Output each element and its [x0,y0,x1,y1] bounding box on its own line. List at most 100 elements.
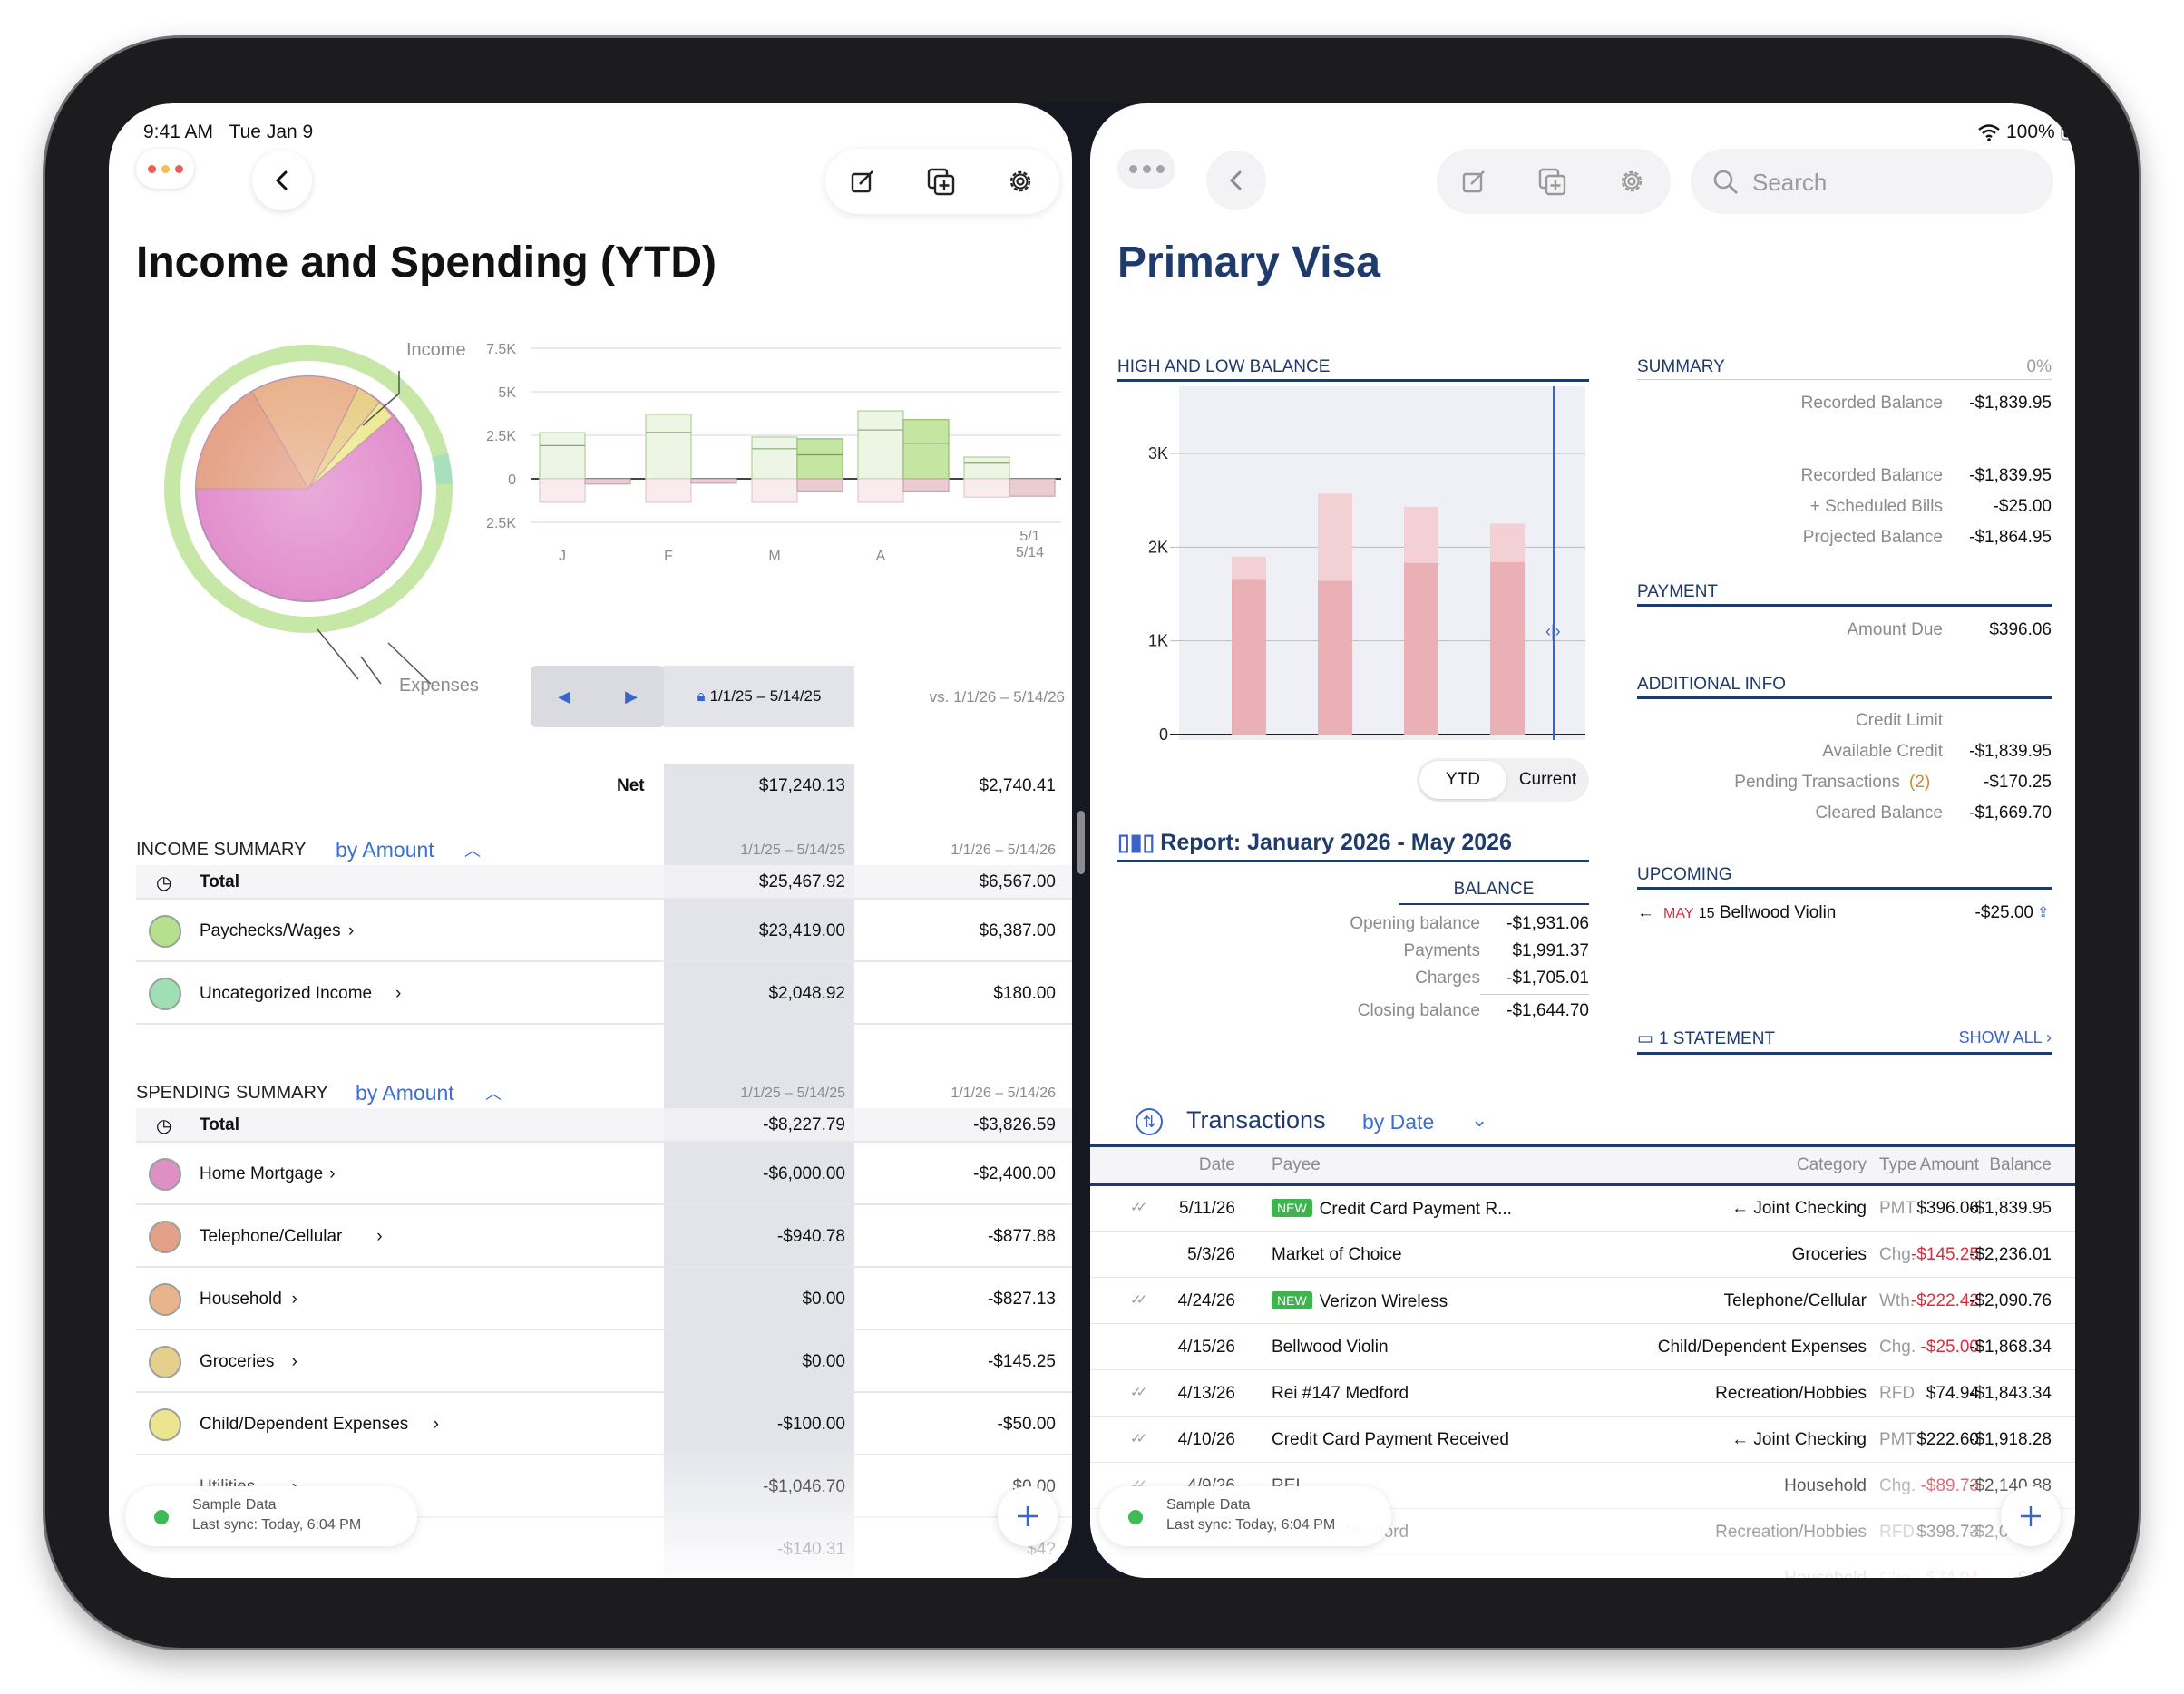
income-collapse-chevron-icon[interactable]: ︿ [464,842,481,860]
add-transaction-button[interactable] [2001,1486,2061,1546]
new-badge: NEW [1272,1199,1312,1217]
window-controls-inactive[interactable] [1117,149,1175,189]
compose-icon[interactable] [849,167,878,196]
transaction-row[interactable]: 4/15/26 Bellwood Violin Child/Dependent Ex… [1090,1325,2075,1370]
category-color-dot [149,1282,181,1316]
spending-row[interactable]: Household › $0.00 -$827.13 [136,1268,1072,1330]
show-all-statements-link[interactable]: SHOW ALL › [1958,1028,2052,1047]
transactions-top-rule [1090,1144,2075,1147]
transactions-filter-icon[interactable]: ⇅ [1136,1108,1163,1135]
statement-heading[interactable]: ▭ 1 STATEMENT [1637,1029,1776,1048]
ytd-current-toggle[interactable]: YTD Current [1417,758,1589,802]
spending-collapse-chevron-icon[interactable]: ︿ [485,1085,502,1103]
transaction-balance: -$2,236.01 [1969,1245,2052,1264]
closing-balance-value: -$1,644.70 [1506,1001,1589,1020]
transaction-row[interactable]: ✓✓ 5/11/26 NEW Credit Card Payment R... ← Jo… [1090,1186,2075,1232]
duplicate-add-icon[interactable] [926,167,957,196]
income-sort-selector[interactable]: by Amount [336,838,434,862]
compare-range[interactable]: vs. 1/1/26 – 5/14/26 [929,688,1065,706]
split-view-divider[interactable] [1077,811,1085,874]
transaction-row[interactable]: ✓✓ 4/24/26 NEW Verizon Wireless Telephone/Ce… [1090,1279,2075,1324]
col-category[interactable]: Category [1796,1155,1867,1174]
category-name: Home Mortgage [200,1163,324,1183]
transaction-type: PMT [1879,1199,1916,1218]
y-tick-label: 0 [508,472,516,488]
income-bar [963,456,1010,480]
chart-bars-icon: ▯▮▯ [1117,830,1155,855]
transaction-category: Child/Dependent Expenses [1657,1338,1867,1357]
x-tick-label: MAY [1491,748,1524,749]
upcoming-heading: UPCOMING [1637,865,1732,884]
category-color-dot [149,1157,181,1191]
col-type[interactable]: Type [1879,1155,1917,1174]
compare-period-value: -$145.25 [987,1351,1056,1371]
cleared-balance-label: Cleared Balance [1815,803,1943,823]
payee-text: Credit Card Payment R... [1319,1200,1512,1219]
transactions-sort[interactable]: by Date [1362,1110,1435,1134]
previous-range-icon[interactable]: ◀ [558,686,570,706]
sync-status-pill[interactable]: Sample Data Last sync: Today, 6:04 PM [1099,1486,1391,1546]
sort-chevron-icon[interactable]: ⌄ [1471,1108,1488,1131]
expense-bar [751,478,798,503]
add-button[interactable] [998,1486,1058,1546]
compare-period-value: -$2,400.00 [973,1163,1056,1183]
sync-status-pill[interactable]: Sample Data Last sync: Today, 6:04 PM [125,1486,417,1546]
col-payee[interactable]: Payee [1272,1155,1321,1174]
col-balance[interactable]: Balance [1989,1155,2052,1174]
battery-icon [2060,124,2075,141]
income-bar-current [796,438,843,480]
upcoming-bill[interactable]: ← MAY 15 Bellwood Violin [1637,903,1837,922]
income-row[interactable]: Paychecks/Wages › $23,419.00 $6,387.00 [136,900,1072,962]
category-name: Telephone/Cellular [200,1226,343,1246]
col-amount[interactable]: Amount [1919,1155,1979,1174]
transaction-category: Recreation/Hobbies [1715,1523,1867,1542]
report-title[interactable]: ▯▮▯ Report: January 2026 - May 2026 [1117,830,1512,855]
gear-icon[interactable] [1005,166,1036,197]
transaction-row[interactable]: ✓✓ 4/10/26 Credit Card Payment Received ← J… [1090,1417,2075,1463]
compose-icon[interactable] [1460,167,1489,196]
x-tick-label: F [664,549,673,564]
compare-period-value: $180.00 [993,983,1056,1003]
compare-period-value: -$50.00 [997,1414,1056,1434]
pending-transactions-label: Pending Transactions [1734,773,1900,792]
spending-row[interactable]: Groceries › $0.00 -$145.25 [136,1330,1072,1393]
y-tick-label: 2.5K [486,516,516,531]
transaction-row[interactable]: ✓✓ 4/13/26 Rei #147 Medford Recreation/Hobb… [1090,1371,2075,1417]
high-low-balance-chart: 3K2K1K0FEB2026MAR2026APR2026MAY2026‹|› [1148,386,1585,749]
window-controls[interactable] [136,149,194,189]
category-name: Uncategorized Income [200,983,373,1003]
compare-period-value: -$877.88 [987,1226,1056,1246]
col-date[interactable]: Date [1198,1155,1235,1174]
report-rule [1117,860,1589,862]
segment-ytd[interactable]: YTD [1419,761,1506,799]
transaction-row[interactable]: 5/3/26 Market of Choice Groceries Chg. -$145… [1090,1232,2075,1278]
search-field[interactable]: Search [1691,149,2053,214]
gear-icon[interactable] [1616,166,1647,197]
back-button-right[interactable] [1206,151,1266,210]
range-stepper[interactable]: ◀ ▶ [531,666,665,727]
next-range-icon[interactable]: ▶ [625,686,638,706]
expense-bar [645,478,692,503]
segment-current[interactable]: Current [1518,770,1577,789]
summary-percent: 0% [2026,357,2052,376]
cleared-check-icon: ✓✓ [1130,1385,1147,1400]
spending-sort-selector[interactable]: by Amount [356,1081,454,1105]
transaction-category: Household [1598,1569,1867,1578]
share-icon[interactable]: ⇪ [2037,905,2050,920]
transaction-date: 4/10/26 [1177,1430,1235,1449]
transaction-payee: Market of Choice [1272,1245,1402,1264]
summary-heading: SUMMARY [1637,357,1725,376]
expense-bar [857,478,904,503]
income-row[interactable]: Uncategorized Income › $2,048.92 $180.00 [136,962,1072,1025]
transaction-balance: -$2,4 [1952,1569,2052,1578]
scheduled-bills-label: + Scheduled Bills [1809,497,1943,516]
spending-row[interactable]: Telephone/Cellular › -$940.78 -$877.88 [136,1205,1072,1268]
current-range[interactable]: 🔒︎ 1/1/25 – 5/14/25 [664,666,854,727]
additional-info-heading: ADDITIONAL INFO [1637,675,1786,694]
spending-row[interactable]: Child/Dependent Expenses › -$100.00 -$50.00 [136,1393,1072,1455]
duplicate-add-icon[interactable] [1537,167,1568,196]
back-button[interactable] [252,151,312,210]
transaction-amount: $74.94 [1926,1384,1979,1403]
spending-row[interactable]: Home Mortgage › -$6,000.00 -$2,400.00 [136,1143,1072,1205]
